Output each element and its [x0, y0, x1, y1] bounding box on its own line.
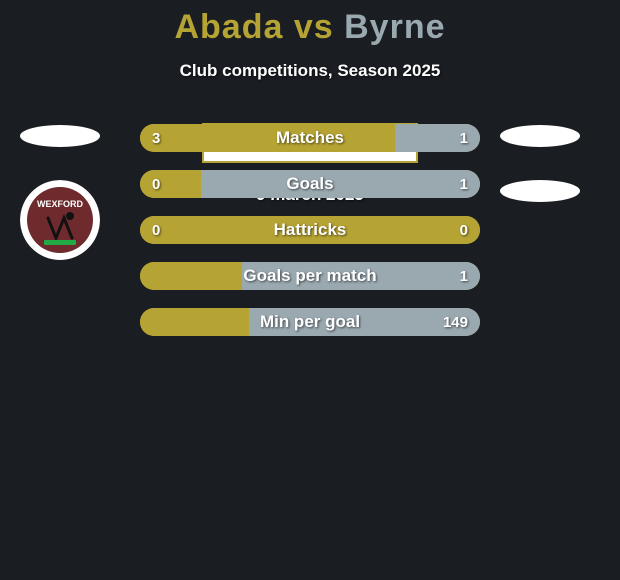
bar-left-segment [140, 124, 395, 152]
subtitle: Club competitions, Season 2025 [0, 61, 620, 81]
decorative-oval [20, 125, 100, 147]
svg-text:WEXFORD: WEXFORD [37, 199, 83, 209]
player-b-name: Byrne [344, 8, 445, 46]
bar-left-segment [140, 170, 201, 198]
bar-right-segment [395, 124, 480, 152]
page-title: Abada vs Byrne [0, 8, 620, 47]
comparison-widget: Abada vs Byrne Club competitions, Season… [0, 0, 620, 205]
bar-left-segment [140, 262, 242, 290]
decorative-oval [500, 125, 580, 147]
bar-right-segment [249, 308, 480, 336]
stat-bar: 1Goals per match [140, 262, 480, 290]
bar-left-segment [140, 216, 480, 244]
bar-right-segment [201, 170, 480, 198]
decorative-oval [500, 180, 580, 202]
player-a-name: Abada [174, 8, 283, 46]
wexford-badge: WEXFORD [20, 180, 100, 260]
vs-separator: vs [283, 8, 344, 46]
stat-bar: 00Hattricks [140, 216, 480, 244]
stat-bar: 01Goals [140, 170, 480, 198]
stat-bar: 31Matches [140, 124, 480, 152]
bar-right-segment [242, 262, 480, 290]
stat-bar: 149Min per goal [140, 308, 480, 336]
bar-left-segment [140, 308, 249, 336]
